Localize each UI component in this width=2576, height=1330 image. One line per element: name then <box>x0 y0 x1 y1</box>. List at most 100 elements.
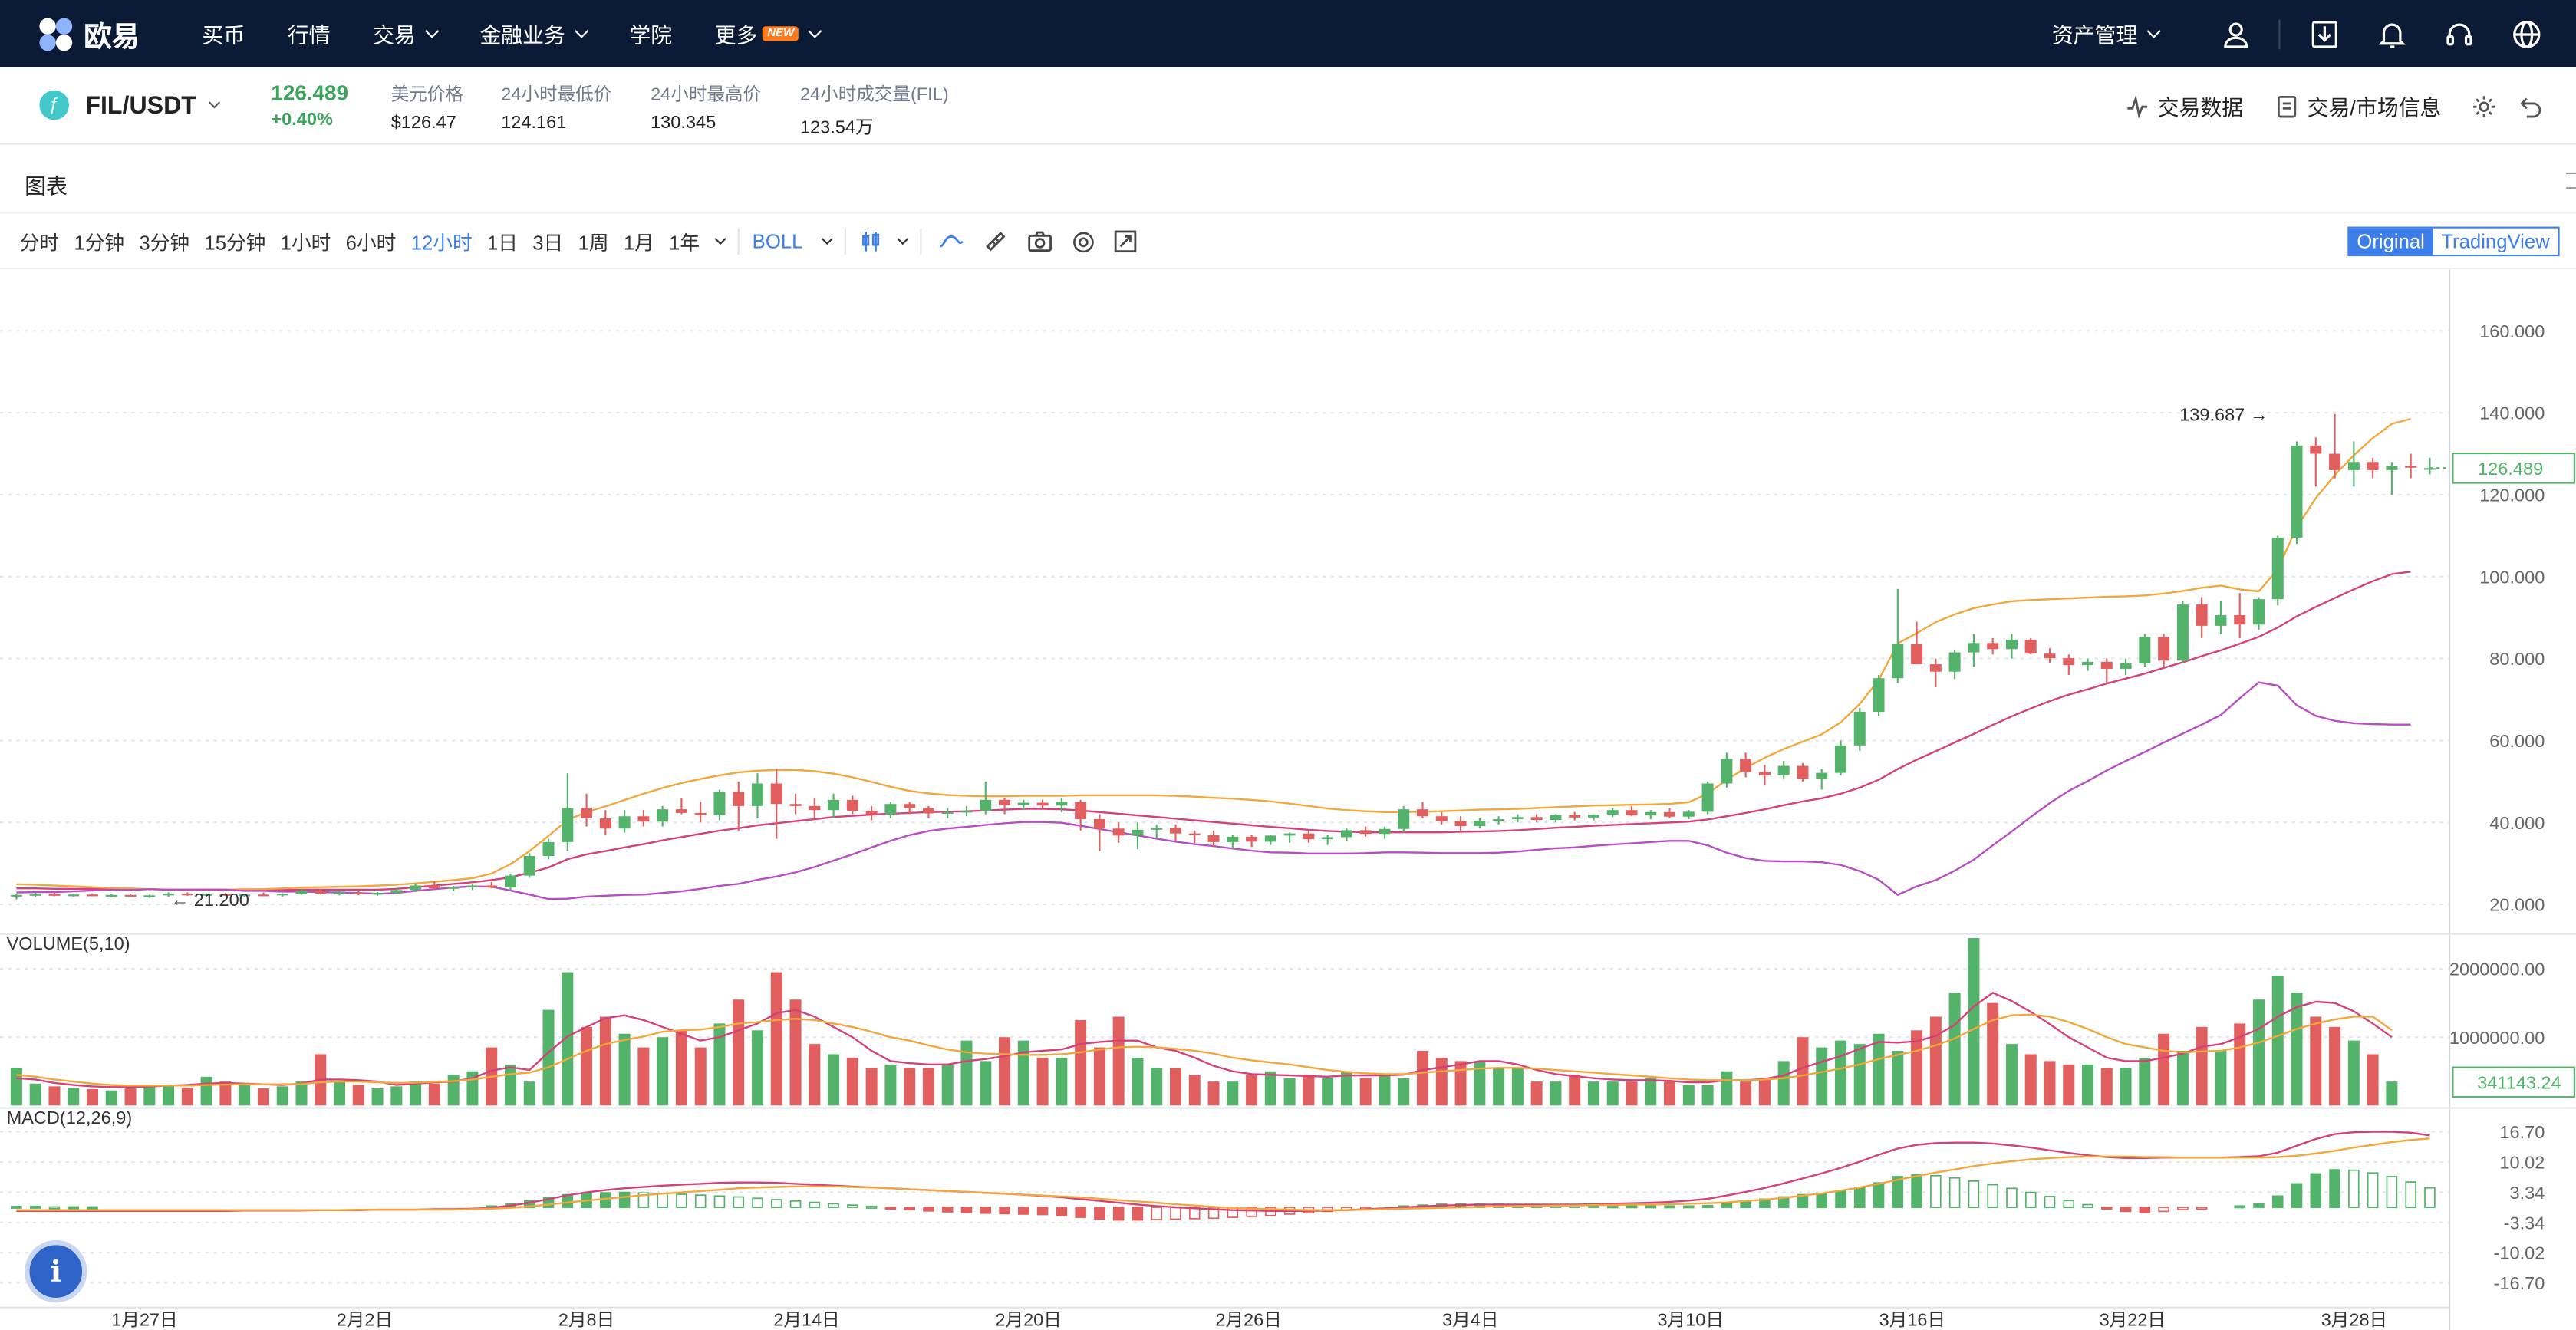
market-info-link[interactable]: 交易/市场信息 <box>2276 91 2441 122</box>
candle-body <box>523 856 535 876</box>
nav-item-3[interactable]: 金融业务 <box>479 18 589 50</box>
timeframe-2[interactable]: 3分钟 <box>139 230 190 254</box>
timeframe-4[interactable]: 1小时 <box>280 230 331 254</box>
candle-body <box>733 792 745 806</box>
indicator-wave-icon[interactable] <box>937 230 964 253</box>
timeframe-6[interactable]: 12小时 <box>410 230 473 254</box>
timeframe-3[interactable]: 15分钟 <box>204 230 266 254</box>
headset-icon[interactable] <box>2425 0 2492 67</box>
pair-selector[interactable]: FIL/USDT <box>85 91 196 120</box>
candle-body <box>334 892 346 894</box>
timeframe-more-icon[interactable] <box>714 232 726 245</box>
volume-bar <box>1701 1085 1714 1106</box>
timeframe-9[interactable]: 1周 <box>578 230 609 254</box>
candle-body <box>1530 817 1543 821</box>
undo-icon[interactable] <box>2517 93 2543 119</box>
macd-histogram-bar <box>2139 1207 2151 1214</box>
macd-histogram-bar <box>865 1206 878 1209</box>
candle-body <box>1379 828 1391 835</box>
volume-bar <box>1435 1057 1448 1106</box>
globe-icon[interactable] <box>2492 0 2560 67</box>
chart-settings-icon[interactable] <box>1070 229 1095 254</box>
gear-icon[interactable] <box>2471 93 2497 119</box>
last-volume-tag <box>2452 1066 2575 1098</box>
volume-pane: 2000000.00 1000000.00 341143.24 VOLUME(5,1… <box>0 933 2576 1109</box>
volume-bar <box>694 1047 707 1106</box>
candle-body <box>2139 637 2151 664</box>
candle-body <box>637 816 650 822</box>
nav-item-0[interactable]: 买币 <box>202 18 245 50</box>
macd-pane: 16.70 10.02 3.34 -3.34 -10.02 -16.70 1月27日 2月2日… <box>0 1107 2576 1330</box>
nav-item-2[interactable]: 交易 <box>373 18 440 50</box>
candle-body <box>2310 445 2322 454</box>
candle-type-icon[interactable] <box>858 230 881 253</box>
macd-histogram-bar <box>752 1197 763 1208</box>
macd-histogram-bar <box>2177 1207 2189 1210</box>
volume-bar <box>2005 1044 2018 1106</box>
macd-histogram-bar <box>1948 1177 1961 1208</box>
indicator-selector[interactable]: BOLL <box>753 230 833 253</box>
candle-body <box>2120 663 2132 669</box>
volume-bar <box>1987 1002 1999 1106</box>
candle-body <box>2347 462 2360 470</box>
nav-item-4[interactable]: 学院 <box>629 18 672 50</box>
candle-body <box>1740 759 1752 772</box>
macd-histogram-bar <box>2424 1187 2436 1208</box>
volume-bar <box>2252 999 2265 1106</box>
timeframe-0[interactable]: 分时 <box>19 230 60 254</box>
macd-histogram-bar <box>1835 1190 1846 1208</box>
candle-body <box>675 809 687 813</box>
timeframe-1[interactable]: 1分钟 <box>74 230 125 254</box>
brand-logo[interactable]: 欧易 <box>36 13 140 54</box>
original-view-button[interactable]: Original <box>2348 228 2433 255</box>
user-icon[interactable] <box>2202 0 2269 67</box>
volume-bar <box>562 972 574 1106</box>
macd-histogram-bar <box>809 1201 821 1208</box>
stat-value: $126.47 <box>390 113 456 133</box>
bell-icon[interactable] <box>2357 0 2425 67</box>
top-nav: 欧易 买币 行情 交易 金融业务 学院 更多 NEW 资产管理 <box>0 0 2576 67</box>
timeframe-5[interactable]: 6小时 <box>345 230 397 254</box>
candle-body <box>1093 818 1105 829</box>
volume-bar <box>828 1054 840 1106</box>
ruler-icon[interactable] <box>983 230 1006 253</box>
nav-item-5[interactable]: 更多 NEW <box>715 18 823 50</box>
info-button[interactable]: i <box>25 1239 87 1303</box>
price-chart[interactable]: 160.000 140.000 120.000 100.000 80.000 60.000… <box>0 269 2576 933</box>
volume-bar <box>1626 1081 1638 1106</box>
trade-data-link[interactable]: 交易数据 <box>2126 91 2243 122</box>
chevron-down-icon[interactable] <box>207 96 219 108</box>
x-axis-date-label: 2月20日 <box>995 1309 1061 1329</box>
candle-body <box>865 811 878 815</box>
ticker-actions: 交易数据 交易/市场信息 <box>2126 67 2576 145</box>
collapse-handle-icon[interactable] <box>2566 172 2576 189</box>
fullscreen-icon[interactable] <box>1113 230 1136 253</box>
nav-item-label: 学院 <box>629 22 673 48</box>
timeframe-11[interactable]: 1年 <box>669 230 700 254</box>
macd-dif-line <box>16 1131 2430 1212</box>
last-volume-text: 341143.24 <box>2477 1072 2561 1092</box>
macd-chart[interactable]: 16.70 10.02 3.34 -3.34 -10.02 -16.70 1月27日 2月2日… <box>0 1108 2576 1330</box>
volume-chart[interactable]: 2000000.00 1000000.00 341143.24 <box>0 934 2576 1109</box>
chevron-down-icon[interactable] <box>896 232 908 245</box>
timeframe-7[interactable]: 1日 <box>486 230 518 254</box>
nav-item-1[interactable]: 行情 <box>288 18 331 50</box>
candle-body <box>694 812 707 815</box>
volume-bar <box>789 999 802 1106</box>
candle-body <box>1929 664 1942 672</box>
tradingview-button[interactable]: TradingView <box>2441 229 2550 253</box>
camera-icon[interactable] <box>1026 230 1052 253</box>
x-axis-date-label: 2月14日 <box>773 1309 839 1329</box>
candle-body <box>752 783 764 806</box>
candle-body <box>1169 828 1181 834</box>
candle-body <box>2082 661 2094 666</box>
macd-histogram-bar <box>923 1207 934 1212</box>
brand-name: 欧易 <box>84 21 140 53</box>
volume-bar <box>390 1086 403 1106</box>
timeframe-8[interactable]: 3日 <box>532 230 564 254</box>
macd-y-tick: -16.70 <box>2494 1273 2545 1293</box>
download-icon[interactable] <box>2290 0 2357 67</box>
timeframe-10[interactable]: 1月 <box>623 230 654 254</box>
volume-bar <box>2271 976 2284 1106</box>
asset-management-menu[interactable]: 资产管理 <box>2052 18 2161 50</box>
